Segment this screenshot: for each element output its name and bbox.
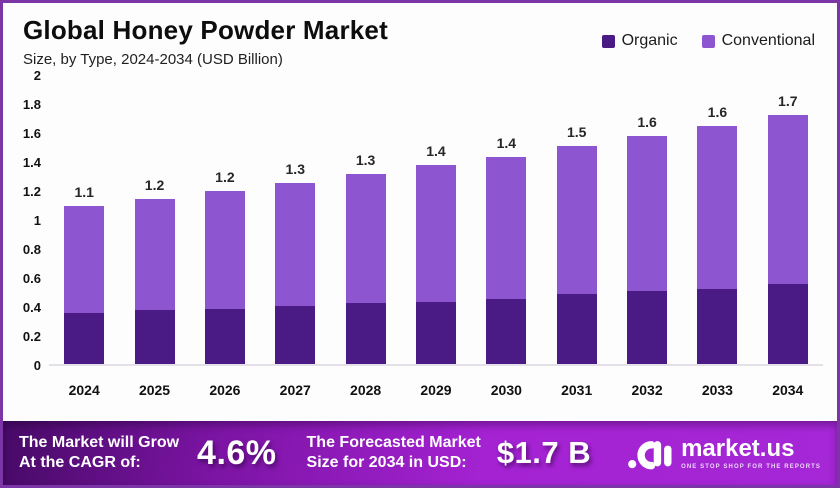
bar-total-label: 1.3 [285,160,305,177]
x-axis-labels: 2024 2025 2026 2027 2028 2029 2030 2031 2032 2033… [49,382,823,398]
y-tick-label: 1.2 [22,183,41,199]
y-tick-label: 0.6 [22,270,41,286]
chart-area: 2 1.8 1.6 1.4 1.2 1 0.8 0.6 0.4 0.2 0 1.1 1.2 1.2 1.3… [11,68,823,374]
bar-segment-organic [204,308,245,364]
organic-swatch-icon [601,34,615,48]
x-tick-label: 2034 [772,381,804,398]
forecast-value: $1.7 B [496,435,592,470]
y-tick-label: 0.2 [22,328,41,344]
page-subtitle: Size, by Type, 2024-2034 (USD Billion) [23,50,283,68]
bar-segment-conventional [204,191,245,309]
bar-segment-conventional [627,136,668,292]
y-tick-label: 0.4 [22,299,41,315]
forecast-text-line2: Size for 2034 in USD: [306,454,467,471]
bar-total-label: 1.3 [355,151,376,168]
bar-segment-organic [556,294,597,364]
y-tick-label: 1.8 [22,96,41,112]
x-tick-label: 2024 [68,381,100,398]
x-tick-label: 2025 [138,381,171,398]
x-tick-label: 2029 [420,381,452,398]
header: Global Honey Powder Market Size, by Type… [3,3,837,68]
bar-group: 1.5 [546,124,608,364]
logo-text-block: market.us ONE STOP SHOP FOR THE REPORTS [681,434,821,470]
bar-segment-organic [64,313,105,364]
growth-text-line1: The Market will Grow [19,433,180,451]
footer-banner: The Market will Grow At the CAGR of: 4.6… [3,421,837,485]
bar-segment-organic [275,305,316,364]
forecast-text: The Forecasted Market Size for 2034 in U… [307,433,481,474]
x-tick-label: 2027 [279,381,311,398]
bar-segment-organic [697,288,738,364]
bar-segment-conventional [556,146,597,295]
y-tick-label: 2 [33,67,41,83]
x-tick-label: 2032 [631,381,663,398]
bar-group: 1.3 [335,152,397,364]
bar-segment-conventional [486,156,527,299]
y-tick-label: 0.8 [22,241,41,257]
bar-segment-organic [345,303,386,364]
y-tick-label: 1 [33,212,41,228]
bar-segment-conventional [767,114,808,285]
bar-group: 1.6 [616,114,678,364]
bar-total-label: 1.5 [566,124,587,141]
market-us-logo[interactable]: market.us ONE STOP SHOP FOR THE REPORTS [627,435,821,471]
bar-segment-conventional [134,198,175,311]
legend-item-conventional: Conventional [701,32,815,50]
bar-total-label: 1.4 [426,143,446,160]
bar-group: 1.2 [124,177,186,364]
logo-tagline: ONE STOP SHOP FOR THE REPORTS [681,463,821,470]
x-tick-label: 2033 [701,381,733,398]
bars-row: 1.1 1.2 1.2 1.3 1.3 1.4 1.4 1.5 1.6 1.6 1.7 [49,76,823,366]
legend-item-organic: Organic [601,32,678,50]
y-tick-label: 1.6 [22,125,41,141]
y-axis-labels: 2 1.8 1.6 1.4 1.2 1 0.8 0.6 0.4 0.2 0 [11,68,49,374]
bar-segment-organic [767,284,808,364]
x-tick-label: 2028 [350,381,382,398]
y-tick-label: 0 [33,357,41,373]
plot-wrap: 1.1 1.2 1.2 1.3 1.3 1.4 1.4 1.5 1.6 1.6 1.7 [49,76,823,366]
bar-total-label: 1.2 [144,176,165,193]
legend-label: Conventional [721,32,815,49]
bar-group: 1.3 [264,161,326,364]
bar-total-label: 1.7 [778,92,798,109]
growth-text: The Market will Grow At the CAGR of: [19,433,179,474]
market-us-logo-icon [628,441,672,470]
bar-group: 1.7 [757,93,819,364]
bar-segment-conventional [64,205,105,314]
x-tick-label: 2031 [561,381,593,398]
logo-name: market.us [681,434,795,462]
bar-total-label: 1.6 [707,104,728,121]
bar-group: 1.4 [475,135,537,364]
bar-total-label: 1.6 [637,114,657,131]
bar-segment-conventional [697,126,738,289]
bar-total-label: 1.4 [496,134,517,151]
legend: Organic Conventional [601,32,815,50]
y-tick-label: 1.4 [22,154,41,170]
page-title: Global Honey Powder Market [23,15,388,45]
x-tick-label: 2030 [490,381,522,398]
bar-segment-organic [415,301,456,364]
bar-segment-organic [134,310,175,364]
forecast-text-line1: The Forecasted Market [306,433,481,451]
bar-total-label: 1.2 [215,169,235,186]
cagr-value: 4.6% [197,433,277,472]
title-block: Global Honey Powder Market Size, by Type… [23,15,388,68]
bar-group: 1.4 [405,143,467,364]
growth-text-line2: At the CAGR of: [19,454,141,471]
x-tick-label: 2026 [209,381,241,398]
bar-segment-conventional [345,173,386,303]
bar-group: 1.2 [194,169,256,364]
bar-segment-organic [486,298,527,364]
bar-segment-conventional [275,182,316,306]
bar-group: 1.6 [686,104,748,364]
legend-label: Organic [621,32,678,49]
bar-total-label: 1.1 [74,183,94,200]
bar-segment-organic [627,291,668,364]
conventional-swatch-icon [701,34,715,48]
bar-segment-conventional [415,165,456,302]
bar-group: 1.1 [53,184,115,364]
